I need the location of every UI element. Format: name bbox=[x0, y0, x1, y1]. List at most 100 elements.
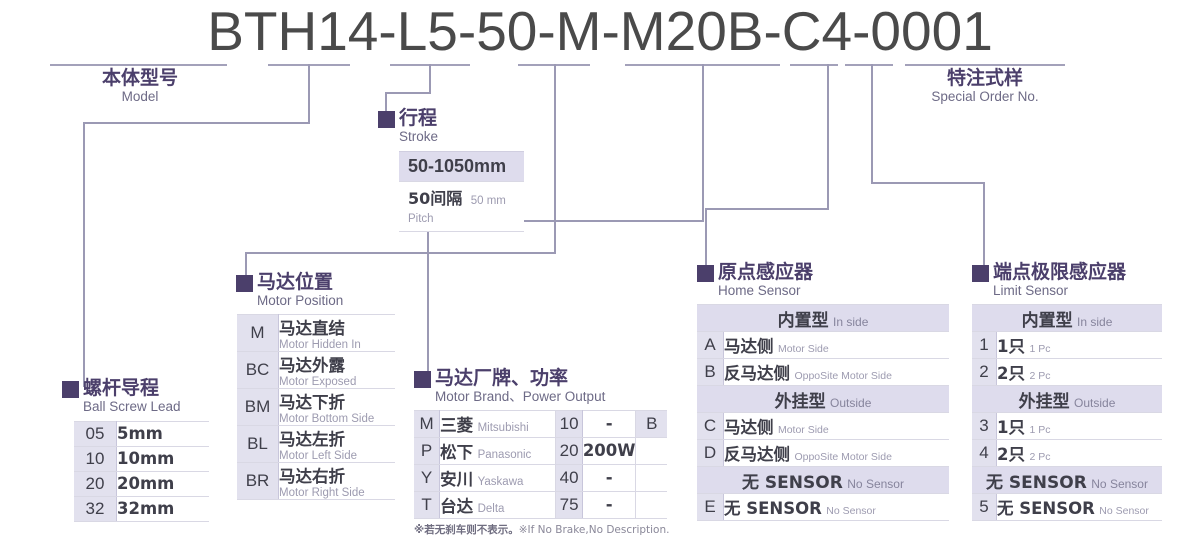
sensor-desc-cell: 1只 1 Pc bbox=[996, 412, 1162, 440]
motor-brand-bullet-icon bbox=[414, 371, 431, 388]
section-lead-title-en: Ball Screw Lead bbox=[83, 399, 181, 414]
stroke-pitch: 50间隔 50 mm Pitch bbox=[399, 181, 524, 232]
sensor-code-cell: D bbox=[697, 439, 724, 467]
table-row: BM 马达下折 Motor Bottom Side bbox=[237, 388, 395, 426]
power-value-cell: - bbox=[582, 491, 637, 519]
power-code: 40 bbox=[559, 468, 579, 487]
brand-cn: 台达 bbox=[440, 497, 474, 516]
connector-homesensor-h1 bbox=[705, 208, 829, 210]
sensor-code: 1 bbox=[979, 335, 989, 354]
brand-en: Mitsubishi bbox=[477, 422, 529, 434]
motor-position-bullet-icon bbox=[236, 275, 253, 292]
connector-limitsensor-v1 bbox=[871, 64, 873, 184]
table-group-row: 外挂型 Outside bbox=[697, 385, 949, 413]
section-motorbrand-title-cn: 马达厂牌、功率 bbox=[435, 367, 569, 389]
connector-stroke-v2 bbox=[385, 92, 387, 114]
table-row: M 三菱 Mitsubishi 10- B bbox=[414, 410, 667, 438]
table-row: E 无 SENSOR No Sensor bbox=[697, 493, 949, 521]
section-stroke-title-en: Stroke bbox=[399, 129, 439, 144]
sensor-code: C bbox=[703, 416, 717, 435]
power-value-cell: 200W bbox=[582, 437, 637, 465]
brand-desc-cell: 三菱 Mitsubishi bbox=[439, 410, 557, 438]
connector-lead-h1 bbox=[83, 122, 310, 124]
table-row: M 马达直结 Motor Hidden In bbox=[237, 314, 395, 352]
brand-code-cell: Y bbox=[414, 464, 441, 492]
table-row: 2 2只 2 Pc bbox=[972, 358, 1162, 386]
connector-limitsensor-h1 bbox=[871, 182, 985, 184]
sensor-code: E bbox=[704, 497, 716, 516]
sensor-desc-cell: 马达侧 Motor Side bbox=[723, 331, 949, 359]
motorpos-cn: 马达下折 bbox=[279, 393, 345, 412]
sensor-desc-cell: 无 SENSOR No Sensor bbox=[723, 493, 949, 521]
table-row: 32 32mm bbox=[74, 496, 209, 522]
lead-value: 32mm bbox=[117, 499, 175, 518]
connector-motorbrand-v1 bbox=[702, 64, 704, 222]
brand-code-cell: M bbox=[414, 410, 441, 438]
table-row: B 反马达侧 OppoSite Motor Side bbox=[697, 358, 949, 386]
sensor-code: 5 bbox=[979, 497, 989, 516]
table-row: D 反马达侧 OppoSite Motor Side bbox=[697, 439, 949, 467]
group-en: No Sensor bbox=[1091, 476, 1148, 491]
brand-en: Delta bbox=[477, 503, 505, 515]
home-sensor-table: 内置型 In side A 马达侧 Motor Side B 反马达侧 OppoSite… bbox=[697, 304, 949, 521]
brake-cell bbox=[635, 437, 667, 465]
table-row: 3 1只 1 Pc bbox=[972, 412, 1162, 440]
group-header-cell: 无 SENSOR No Sensor bbox=[972, 466, 1162, 494]
sensor-code: D bbox=[703, 443, 717, 462]
brake-cell bbox=[635, 464, 667, 492]
motor-brand-table: M 三菱 Mitsubishi 10- B P 松下 Panasonic 20 200W Y 安川… bbox=[414, 410, 667, 519]
brand-code-cell: P bbox=[414, 437, 441, 465]
lead-code: 10 bbox=[85, 449, 105, 468]
sensor-cn: 反马达侧 bbox=[724, 445, 790, 464]
brand-desc-cell: 松下 Panasonic bbox=[439, 437, 557, 465]
group-header-cell: 外挂型 Outside bbox=[972, 385, 1162, 413]
brand-code-cell: T bbox=[414, 491, 441, 519]
table-row: 05 5mm bbox=[74, 421, 209, 447]
lead-desc-cell: 10mm bbox=[116, 446, 209, 472]
underline-limit-sensor bbox=[845, 64, 893, 66]
lead-desc-cell: 20mm bbox=[116, 471, 209, 497]
connector-lead-v2 bbox=[83, 122, 85, 387]
sensor-en: 1 Pc bbox=[1029, 343, 1051, 355]
brand-code: T bbox=[421, 495, 432, 514]
table-row: A 马达侧 Motor Side bbox=[697, 331, 949, 359]
motorpos-code-cell: BM bbox=[237, 388, 279, 426]
table-row: 1 1只 1 Pc bbox=[972, 331, 1162, 359]
motorpos-en: Motor Right Side bbox=[279, 487, 365, 499]
sensor-cn: 2只 bbox=[997, 445, 1025, 464]
group-header-cell: 外挂型 Outside bbox=[697, 385, 949, 413]
connector-homesensor-v2 bbox=[705, 208, 707, 266]
section-special-order: 特注式样 Special Order No. bbox=[905, 68, 1065, 105]
motorpos-code: BM bbox=[244, 397, 271, 416]
group-cn: 内置型 bbox=[1021, 310, 1073, 331]
motorpos-cn: 马达右折 bbox=[279, 467, 345, 486]
section-limit-sensor: 端点极限感应器 Limit Sensor 内置型 In side 1 1只 1 Pc… bbox=[972, 262, 1162, 521]
limit-sensor-bullet-icon bbox=[972, 265, 989, 282]
section-limitsensor-title-en: Limit Sensor bbox=[993, 283, 1069, 298]
motorpos-en: Motor Bottom Side bbox=[279, 413, 375, 425]
motorpos-code: BL bbox=[247, 434, 268, 453]
stroke-bullet-icon bbox=[378, 111, 395, 128]
lead-code-cell: 32 bbox=[74, 496, 117, 522]
connector-motorpos-v2 bbox=[245, 252, 247, 278]
sensor-en: 1 Pc bbox=[1029, 424, 1051, 436]
connector-motorbrand-h1 bbox=[427, 220, 704, 222]
table-row: 4 2只 2 Pc bbox=[972, 439, 1162, 467]
lead-code-cell: 20 bbox=[74, 471, 117, 497]
sensor-code-cell: 4 bbox=[972, 439, 997, 467]
table-row: 10 10mm bbox=[74, 446, 209, 472]
connector-lead-v1 bbox=[308, 64, 310, 124]
sensor-desc-cell: 反马达侧 OppoSite Motor Side bbox=[723, 439, 949, 467]
sensor-code-cell: A bbox=[697, 331, 724, 359]
power-code: 20 bbox=[559, 441, 579, 460]
motorpos-desc-cell: 马达右折 Motor Right Side bbox=[278, 462, 395, 500]
group-en: In side bbox=[1077, 314, 1113, 329]
sensor-desc-cell: 2只 2 Pc bbox=[996, 358, 1162, 386]
motorpos-cn: 马达外露 bbox=[279, 356, 345, 375]
sensor-en: 2 Pc bbox=[1029, 370, 1051, 382]
group-cn: 外挂型 bbox=[1018, 391, 1070, 412]
group-header-cell: 内置型 In side bbox=[972, 304, 1162, 332]
section-lead-title-cn: 螺杆导程 bbox=[83, 377, 160, 399]
power-value: - bbox=[605, 495, 613, 514]
group-cn: 外挂型 bbox=[774, 391, 826, 412]
